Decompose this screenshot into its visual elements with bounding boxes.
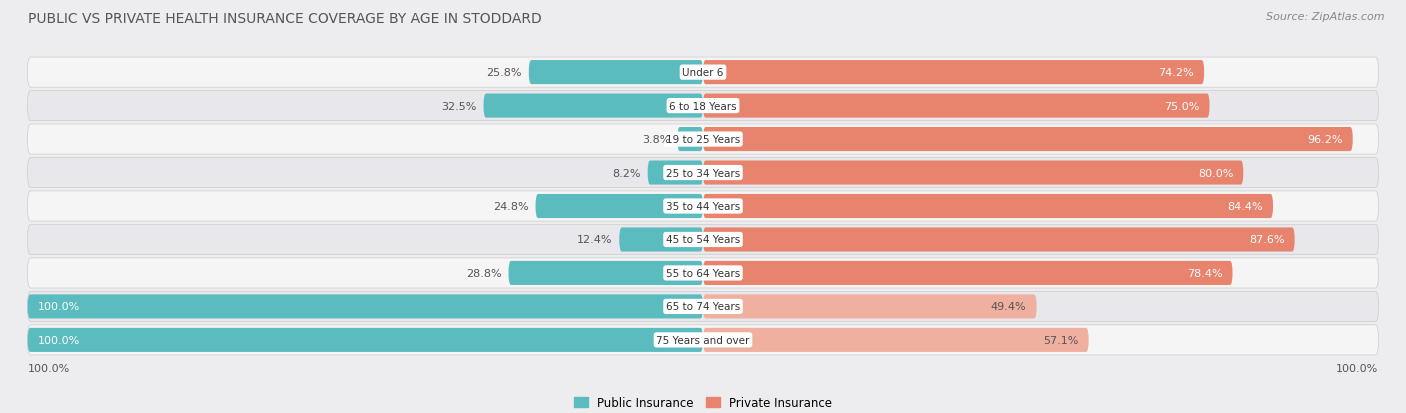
FancyBboxPatch shape [703, 328, 1088, 352]
FancyBboxPatch shape [28, 292, 1378, 322]
FancyBboxPatch shape [509, 261, 703, 285]
Text: 100.0%: 100.0% [1336, 363, 1378, 373]
Text: 87.6%: 87.6% [1249, 235, 1285, 245]
Text: Source: ZipAtlas.com: Source: ZipAtlas.com [1267, 12, 1385, 22]
Legend: Public Insurance, Private Insurance: Public Insurance, Private Insurance [569, 392, 837, 413]
Text: 8.2%: 8.2% [613, 168, 641, 178]
Text: 35 to 44 Years: 35 to 44 Years [666, 202, 740, 211]
Text: Under 6: Under 6 [682, 68, 724, 78]
Text: 49.4%: 49.4% [991, 301, 1026, 312]
Text: 75.0%: 75.0% [1164, 101, 1199, 112]
Text: 19 to 25 Years: 19 to 25 Years [666, 135, 740, 145]
FancyBboxPatch shape [28, 58, 1378, 88]
FancyBboxPatch shape [703, 128, 1353, 152]
Text: 45 to 54 Years: 45 to 54 Years [666, 235, 740, 245]
FancyBboxPatch shape [529, 61, 703, 85]
FancyBboxPatch shape [28, 225, 1378, 255]
Text: 57.1%: 57.1% [1043, 335, 1078, 345]
FancyBboxPatch shape [703, 228, 1295, 252]
FancyBboxPatch shape [28, 192, 1378, 221]
Text: 6 to 18 Years: 6 to 18 Years [669, 101, 737, 112]
Text: 96.2%: 96.2% [1308, 135, 1343, 145]
Text: 100.0%: 100.0% [38, 301, 80, 312]
FancyBboxPatch shape [703, 261, 1233, 285]
Text: PUBLIC VS PRIVATE HEALTH INSURANCE COVERAGE BY AGE IN STODDARD: PUBLIC VS PRIVATE HEALTH INSURANCE COVER… [28, 12, 541, 26]
Text: 24.8%: 24.8% [494, 202, 529, 211]
FancyBboxPatch shape [28, 158, 1378, 188]
FancyBboxPatch shape [28, 258, 1378, 288]
Text: 84.4%: 84.4% [1227, 202, 1263, 211]
FancyBboxPatch shape [619, 228, 703, 252]
Text: 55 to 64 Years: 55 to 64 Years [666, 268, 740, 278]
Text: 25 to 34 Years: 25 to 34 Years [666, 168, 740, 178]
Text: 65 to 74 Years: 65 to 74 Years [666, 301, 740, 312]
Text: 3.8%: 3.8% [643, 135, 671, 145]
Text: 32.5%: 32.5% [441, 101, 477, 112]
FancyBboxPatch shape [536, 195, 703, 218]
FancyBboxPatch shape [28, 294, 703, 319]
FancyBboxPatch shape [484, 94, 703, 119]
Text: 12.4%: 12.4% [576, 235, 613, 245]
Text: 100.0%: 100.0% [28, 363, 70, 373]
FancyBboxPatch shape [28, 328, 703, 352]
FancyBboxPatch shape [648, 161, 703, 185]
FancyBboxPatch shape [703, 94, 1209, 119]
FancyBboxPatch shape [703, 294, 1036, 319]
Text: 75 Years and over: 75 Years and over [657, 335, 749, 345]
FancyBboxPatch shape [28, 125, 1378, 155]
FancyBboxPatch shape [678, 128, 703, 152]
FancyBboxPatch shape [703, 195, 1272, 218]
Text: 25.8%: 25.8% [486, 68, 522, 78]
FancyBboxPatch shape [28, 325, 1378, 355]
Text: 28.8%: 28.8% [467, 268, 502, 278]
FancyBboxPatch shape [703, 161, 1243, 185]
Text: 78.4%: 78.4% [1187, 268, 1222, 278]
Text: 80.0%: 80.0% [1198, 168, 1233, 178]
FancyBboxPatch shape [28, 91, 1378, 121]
FancyBboxPatch shape [703, 61, 1204, 85]
Text: 74.2%: 74.2% [1159, 68, 1194, 78]
Text: 100.0%: 100.0% [38, 335, 80, 345]
